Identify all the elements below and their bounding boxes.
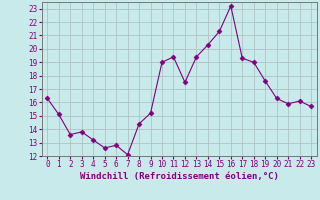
X-axis label: Windchill (Refroidissement éolien,°C): Windchill (Refroidissement éolien,°C) (80, 172, 279, 181)
